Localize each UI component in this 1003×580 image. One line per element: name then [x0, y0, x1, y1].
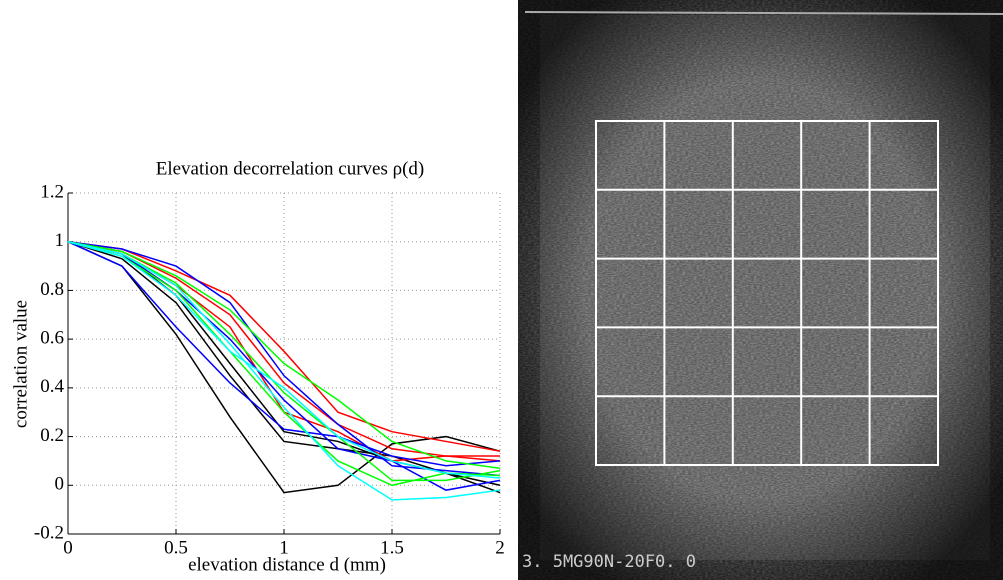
data-line — [67, 240, 501, 479]
y-tick-label: 0.2 — [40, 425, 64, 446]
roi-grid — [595, 120, 939, 466]
y-tick-label: 1 — [55, 230, 65, 251]
x-tick-label: 1 — [279, 537, 289, 558]
x-tick-label: 0 — [63, 537, 73, 558]
x-tick-label: 1.5 — [380, 537, 404, 558]
y-tick-label: 0.4 — [40, 376, 64, 397]
y-tick-label: 0.6 — [40, 328, 64, 349]
data-line — [67, 240, 501, 452]
x-tick-label: 0.5 — [164, 537, 188, 558]
y-tick-label: 1.2 — [40, 181, 64, 202]
data-line — [67, 240, 501, 487]
x-tick-label: 2 — [495, 537, 505, 558]
x-axis-label: elevation distance d (mm) — [188, 554, 386, 575]
data-line — [67, 240, 501, 501]
y-tick-label: 0 — [55, 474, 65, 495]
y-tick-label: -0.2 — [34, 522, 64, 543]
data-line — [67, 241, 501, 467]
data-line — [67, 240, 501, 494]
data-line — [67, 240, 501, 469]
y-tick-label: 0.8 — [40, 279, 64, 300]
data-line — [67, 241, 501, 494]
y-axis-label: correlation value — [10, 300, 31, 428]
ultrasound-image: 3. 5MG90N-20F0. 0 — [518, 0, 1003, 580]
image-caption: 3. 5MG90N-20F0. 0 — [522, 552, 696, 572]
chart-title: Elevation decorrelation curves ρ(d) — [156, 158, 425, 179]
